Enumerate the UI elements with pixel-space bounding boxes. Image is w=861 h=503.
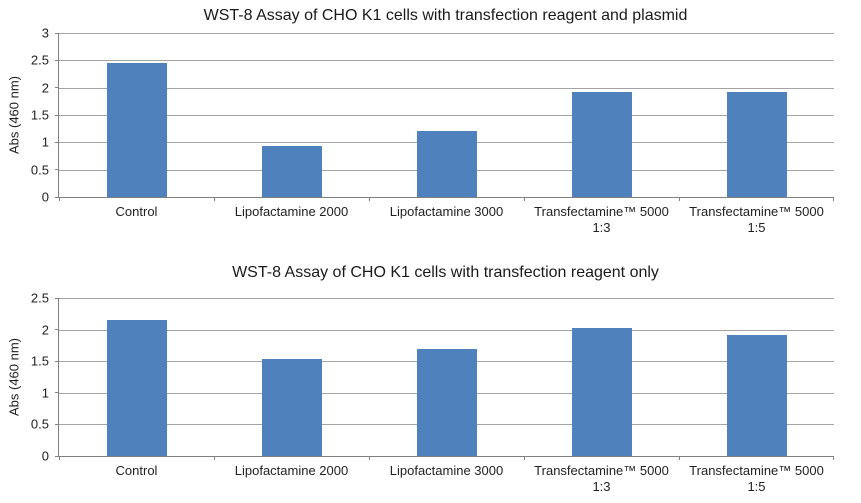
bar-chart-reagent-only: WST-8 Assay of CHO K1 cells with transfe… [0,253,861,503]
x-tick-mark [833,456,834,460]
y-tick-mark [55,423,59,425]
category-label: Control [115,463,158,478]
x-tick-mark [59,197,60,201]
y-tick-label: 0 [41,189,49,205]
y-tick-label: 3 [41,25,49,41]
y-tick-mark [55,329,59,331]
x-tick-mark [214,197,215,201]
y-tick-label: 2.5 [30,52,49,68]
bar [416,130,477,197]
gridline [59,298,834,299]
bar [571,328,632,456]
y-tick-mark [55,392,59,394]
category-label: Transfectamine™ 5000 1:5 [689,204,824,236]
x-tick-mark [369,456,370,460]
x-tick-mark [369,197,370,201]
y-tick-mark [55,59,59,61]
gridline [59,329,834,331]
y-tick-mark [55,87,59,89]
y-tick-label: 2.5 [30,290,49,306]
y-tick-label: 2 [41,80,49,96]
plot-area: 0 0.5 1 1.5 2 2.5 3 Control Lipofactamine 2000 Li… [31,27,834,235]
x-tick-mark [214,456,215,460]
bar [571,92,632,197]
category-label: Transfectamine™ 5000 1:3 [534,463,669,495]
plot-area: 0 0.5 1 1.5 2 2.5 Control Lipofactamine 2000 Lip… [31,292,834,494]
gridline [59,60,834,62]
category-label: Transfectamine™ 5000 1:3 [534,204,669,236]
x-tick-mark [524,456,525,460]
bar-chart-reagent-and-plasmid: WST-8 Assay of CHO K1 cells with transfe… [6,7,834,235]
category-label: Lipofactamine 2000 [234,463,349,478]
y-tick-mark [55,455,59,457]
bar [726,334,787,456]
category-label: Lipofactamine 3000 [389,463,504,478]
x-tick-mark [59,456,60,460]
y-tick-mark [55,141,59,143]
chart-title: WST-8 Assay of CHO K1 cells with transfe… [232,264,659,281]
y-tick-label: 1 [41,134,49,150]
bar [106,63,167,197]
gridline [59,87,834,89]
category-label: Lipofactamine 3000 [389,204,504,219]
y-tick-mark [55,360,59,362]
y-axis-title: Abs (460 nm) [6,75,22,155]
category-label: Lipofactamine 2000 [234,204,349,219]
y-tick-label: 0 [41,448,49,464]
bar [106,320,167,456]
bar [261,359,322,456]
x-tick-mark [524,197,525,201]
x-tick-mark [679,456,680,460]
y-tick-mark [55,196,59,198]
category-label: Transfectamine™ 5000 1:5 [689,463,824,495]
y-tick-label: 1.5 [30,107,49,123]
y-tick-mark [55,32,59,34]
y-tick-label: 0.5 [30,162,49,178]
y-tick-mark [55,297,59,299]
y-tick-mark [55,169,59,171]
x-tick-mark [679,197,680,201]
y-tick-label: 1 [41,385,49,401]
y-tick-mark [55,114,59,116]
y-tick-label: 2 [41,322,49,338]
bar [261,146,322,197]
gridline [59,115,834,116]
bar [416,348,477,456]
y-tick-label: 1.5 [30,353,49,369]
y-axis-title: Abs (460 nm) [6,337,22,417]
category-label: Control [115,204,158,219]
chart-title: WST-8 Assay of CHO K1 cells with transfe… [203,7,688,24]
y-tick-label: 0.5 [30,416,49,432]
gridline [59,33,834,34]
bar [726,92,787,197]
x-tick-mark [833,197,834,201]
